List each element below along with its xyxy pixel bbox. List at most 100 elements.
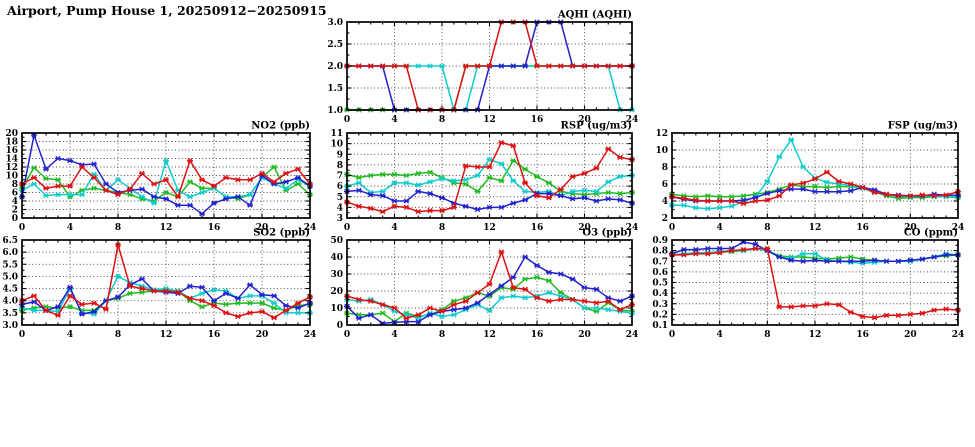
- svg-text:8: 8: [662, 163, 668, 173]
- svg-text:11: 11: [330, 129, 343, 139]
- svg-text:16: 16: [856, 223, 869, 233]
- svg-text:8: 8: [337, 161, 343, 171]
- series-green: [344, 63, 635, 113]
- svg-text:24: 24: [626, 223, 639, 233]
- svg-text:0.4: 0.4: [652, 289, 668, 299]
- svg-text:16: 16: [208, 330, 221, 340]
- svg-text:4.5: 4.5: [2, 285, 18, 295]
- svg-text:4: 4: [717, 223, 723, 233]
- svg-text:0.8: 0.8: [652, 247, 668, 257]
- svg-text:4.0: 4.0: [2, 297, 18, 307]
- axis-labels: 1.0 1.5 2.0 2.5 3.0 0 4 8 12 16 20 24: [327, 18, 638, 125]
- svg-text:7: 7: [337, 172, 343, 182]
- svg-text:18: 18: [5, 138, 18, 148]
- svg-text:2: 2: [662, 214, 668, 224]
- series-cyan: [19, 157, 313, 206]
- svg-text:8: 8: [115, 330, 121, 340]
- svg-text:24: 24: [952, 330, 965, 340]
- page-title: Airport, Pump House 1, 20250912−20250915: [7, 3, 327, 18]
- chart-o3: 0 10 20 30 40 50 0 4 8 12 16 20 24 O3 (ppb): [330, 228, 638, 341]
- svg-text:16: 16: [208, 223, 221, 233]
- svg-text:5.0: 5.0: [2, 272, 18, 282]
- chart-title-no2: NO2 (ppb): [251, 121, 310, 132]
- svg-text:12: 12: [809, 223, 822, 233]
- svg-text:4: 4: [391, 223, 397, 233]
- svg-text:20: 20: [330, 287, 343, 297]
- svg-text:4: 4: [717, 330, 723, 340]
- svg-text:0.1: 0.1: [652, 321, 668, 331]
- axis-ticks: [346, 132, 633, 219]
- svg-text:8: 8: [764, 223, 770, 233]
- svg-text:12: 12: [160, 223, 173, 233]
- svg-text:1.0: 1.0: [327, 106, 343, 116]
- svg-text:12: 12: [483, 223, 496, 233]
- chart-aqhi: 1.0 1.5 2.0 2.5 3.0 0 4 8 12 16 20 24 AQHI (AQHI): [327, 10, 638, 126]
- svg-text:5: 5: [337, 193, 343, 203]
- svg-text:6: 6: [662, 180, 668, 190]
- svg-text:16: 16: [531, 115, 544, 125]
- svg-text:20: 20: [904, 330, 917, 340]
- svg-text:6: 6: [337, 182, 343, 192]
- grid: [22, 240, 310, 325]
- svg-text:0.9: 0.9: [652, 236, 668, 246]
- axis-ticks: [21, 132, 311, 219]
- svg-text:12: 12: [483, 330, 496, 340]
- grid: [22, 133, 310, 218]
- chart-title-rsp: RSP (ug/m3): [561, 121, 632, 132]
- chart-title-fsp: FSP (ug/m3): [888, 121, 958, 132]
- axis-ticks: [346, 239, 633, 326]
- svg-text:4: 4: [67, 330, 73, 340]
- svg-text:0: 0: [344, 330, 350, 340]
- svg-text:8: 8: [764, 330, 770, 340]
- svg-text:3.0: 3.0: [327, 18, 343, 28]
- svg-text:24: 24: [952, 223, 965, 233]
- svg-text:8: 8: [115, 223, 121, 233]
- svg-text:0: 0: [19, 330, 25, 340]
- svg-text:0: 0: [344, 115, 350, 125]
- svg-text:10: 10: [655, 146, 668, 156]
- svg-text:12: 12: [5, 163, 18, 173]
- svg-text:24: 24: [626, 330, 639, 340]
- svg-text:0: 0: [669, 330, 675, 340]
- chart-title-o3: O3 (ppb): [582, 228, 632, 239]
- svg-text:16: 16: [531, 330, 544, 340]
- svg-text:16: 16: [856, 330, 869, 340]
- series-red: [344, 139, 635, 215]
- svg-text:10: 10: [330, 304, 343, 314]
- svg-text:6: 6: [12, 189, 18, 199]
- svg-text:4: 4: [67, 223, 73, 233]
- svg-text:9: 9: [337, 150, 343, 160]
- series-cyan: [344, 63, 635, 113]
- svg-text:0.2: 0.2: [652, 310, 668, 320]
- svg-text:20: 20: [256, 330, 269, 340]
- chart-so2: 3.0 3.5 4.0 4.5 5.0 5.5 6.0 6.5 0 4 8 12 16 20 24 SO2 (…: [2, 228, 316, 341]
- svg-text:2.5: 2.5: [327, 40, 343, 50]
- axis-ticks: [346, 21, 633, 111]
- svg-text:0: 0: [19, 223, 25, 233]
- svg-text:50: 50: [330, 236, 343, 246]
- svg-text:3.0: 3.0: [2, 321, 18, 331]
- svg-text:40: 40: [330, 253, 343, 263]
- axis-ticks: [671, 239, 959, 326]
- grid: [347, 133, 632, 218]
- svg-text:30: 30: [330, 270, 343, 280]
- axis-ticks: [21, 239, 311, 326]
- svg-text:20: 20: [578, 330, 591, 340]
- svg-text:0: 0: [12, 214, 18, 224]
- svg-text:20: 20: [5, 129, 18, 139]
- svg-text:0.3: 0.3: [652, 300, 668, 310]
- svg-text:4: 4: [12, 197, 18, 207]
- svg-text:10: 10: [330, 140, 343, 150]
- series-blue: [19, 132, 313, 217]
- svg-text:8: 8: [12, 180, 18, 190]
- svg-text:8: 8: [439, 115, 445, 125]
- series-red: [344, 19, 635, 113]
- svg-text:12: 12: [809, 330, 822, 340]
- svg-text:14: 14: [5, 155, 18, 165]
